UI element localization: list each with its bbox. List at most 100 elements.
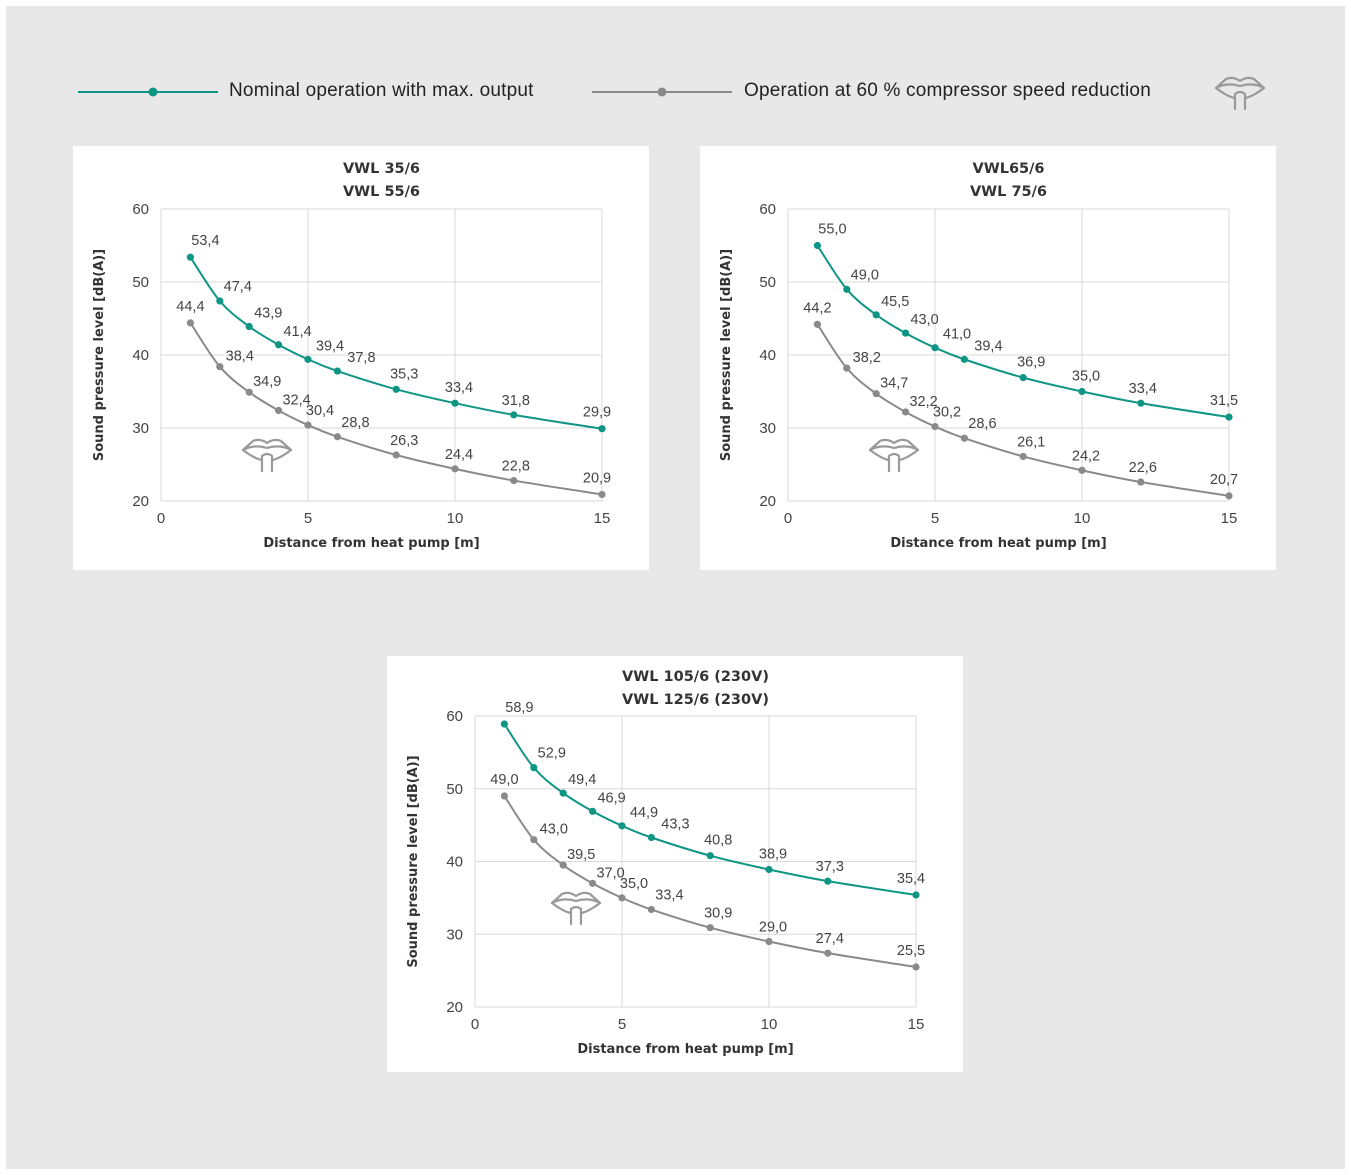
data-point xyxy=(647,905,655,914)
data-point xyxy=(765,865,773,874)
data-point xyxy=(598,425,606,433)
chart-svg-2: VWL65/6 VWL 75/6 20 30 40 50 60 0 5 10 15 Distance … xyxy=(719,161,1238,551)
data-label: 20,7 xyxy=(1210,472,1238,488)
y-tick-label: 40 xyxy=(446,854,463,871)
data-label: 49,0 xyxy=(851,267,879,283)
data-point xyxy=(618,894,626,902)
data-label: 43,0 xyxy=(540,822,568,838)
data-point xyxy=(333,433,341,441)
data-label: 34,9 xyxy=(253,374,281,390)
y-tick-label: 20 xyxy=(132,493,149,510)
mouth-icon-left xyxy=(550,901,573,915)
mouth-icon-right xyxy=(270,448,293,462)
x-tick-label: 10 xyxy=(761,1016,778,1033)
legend-label-reduced: Operation at 60 % compressor speed reduc… xyxy=(744,80,1151,101)
mouth-icon-right xyxy=(897,448,920,462)
y-tick-label: 60 xyxy=(132,201,149,218)
data-point xyxy=(589,879,597,887)
data-label: 28,8 xyxy=(341,415,369,431)
data-point xyxy=(931,422,939,431)
data-point xyxy=(1137,478,1145,486)
chart-title-line: VWL 75/6 xyxy=(970,184,1047,200)
data-point xyxy=(1078,387,1086,396)
data-label: 43,0 xyxy=(910,312,938,328)
data-point xyxy=(706,852,714,860)
data-point xyxy=(559,861,567,869)
chart-panel-2: VWL65/6 VWL 75/6 20 30 40 50 60 0 5 10 15 Distance … xyxy=(700,146,1276,570)
data-point xyxy=(333,367,341,375)
data-point xyxy=(1225,413,1233,421)
data-point xyxy=(931,344,939,352)
legend-swatch-reduced xyxy=(592,87,732,97)
y-tick-label: 50 xyxy=(759,274,776,291)
data-label: 35,3 xyxy=(390,366,418,382)
data-point xyxy=(530,764,538,772)
x-tick-label: 0 xyxy=(157,510,165,527)
legend: Nominal operation with max. output Opera… xyxy=(78,68,1288,118)
data-point xyxy=(186,253,194,261)
chart-svg-3: VWL 105/6 (230V)VWL 125/6 (230V)20304050… xyxy=(406,669,925,1057)
data-point xyxy=(824,877,832,885)
data-label: 31,5 xyxy=(1210,393,1238,409)
x-tick-label: 15 xyxy=(1221,510,1238,527)
mouth-icon-left xyxy=(868,448,891,462)
data-label: 20,9 xyxy=(583,470,611,486)
data-label: 44,9 xyxy=(630,805,658,821)
y-axis-label: Sound pressure level [dB(A)] xyxy=(719,249,734,461)
data-point xyxy=(912,963,920,971)
data-label: 32,2 xyxy=(909,394,937,410)
data-label: 34,7 xyxy=(880,376,908,392)
data-label: 37,3 xyxy=(816,859,844,875)
data-label: 24,4 xyxy=(445,447,473,463)
data-point xyxy=(824,949,832,957)
data-label: 29,9 xyxy=(583,405,611,421)
data-point xyxy=(902,329,910,337)
data-point xyxy=(1137,399,1145,407)
chart-svg-1: VWL 35/6 VWL 55/6 20 30 40 50 60 0 5 10 15 Distance… xyxy=(92,161,611,551)
data-label: 53,4 xyxy=(191,233,219,249)
mouth-icon-lips xyxy=(868,438,920,452)
chart-title-line: VWL 105/6 (230V) xyxy=(622,669,769,685)
mouth-speech-icon xyxy=(868,438,920,473)
data-label: 46,9 xyxy=(597,790,625,806)
data-point xyxy=(500,792,508,800)
data-point xyxy=(275,341,283,349)
y-tick-label: 30 xyxy=(759,420,776,437)
data-label: 22,8 xyxy=(502,459,530,475)
data-label: 37,0 xyxy=(596,865,624,881)
x-axis-label: Distance from heat pump [m] xyxy=(263,536,479,551)
data-point xyxy=(186,319,194,327)
chart-title-line: VWL65/6 xyxy=(972,161,1044,177)
y-tick-label: 50 xyxy=(132,274,149,291)
data-point xyxy=(813,320,821,328)
data-point xyxy=(960,434,968,442)
data-point xyxy=(451,399,459,407)
data-label: 22,6 xyxy=(1129,460,1157,476)
data-label: 55,0 xyxy=(818,222,846,238)
data-point xyxy=(872,311,880,319)
data-label: 26,1 xyxy=(1017,434,1045,450)
chart-title-line: VWL 35/6 xyxy=(343,161,420,177)
data-label: 49,4 xyxy=(568,772,596,788)
data-label: 38,2 xyxy=(853,350,881,366)
data-point xyxy=(500,720,508,728)
x-tick-label: 5 xyxy=(618,1016,626,1033)
data-label: 35,0 xyxy=(1072,369,1100,385)
data-point xyxy=(392,385,400,393)
data-label: 30,4 xyxy=(306,403,334,419)
data-label: 28,6 xyxy=(968,416,996,432)
x-tick-label: 0 xyxy=(471,1016,479,1033)
data-label: 52,9 xyxy=(538,746,566,762)
data-point xyxy=(589,807,597,815)
data-label: 44,4 xyxy=(176,299,204,315)
data-label: 41,4 xyxy=(283,324,311,340)
data-point xyxy=(1225,492,1233,500)
data-label: 37,8 xyxy=(347,350,375,366)
mouth-icon-lips xyxy=(550,891,602,905)
data-label: 31,8 xyxy=(502,393,530,409)
y-tick-label: 40 xyxy=(132,347,149,364)
data-label: 45,5 xyxy=(881,294,909,310)
data-label: 38,4 xyxy=(226,349,254,365)
data-point xyxy=(216,297,224,305)
y-tick-label: 20 xyxy=(446,999,463,1016)
